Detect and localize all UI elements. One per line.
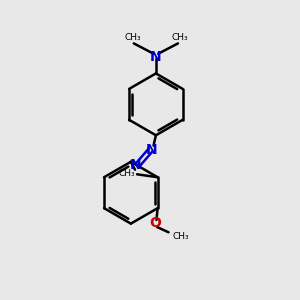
Text: CH₃: CH₃ xyxy=(124,33,141,42)
Text: CH₃: CH₃ xyxy=(171,33,188,42)
Text: O: O xyxy=(149,217,161,230)
Text: N: N xyxy=(130,158,142,172)
Text: N: N xyxy=(146,143,158,157)
Text: CH₃: CH₃ xyxy=(118,169,135,178)
Text: N: N xyxy=(150,50,162,64)
Text: CH₃: CH₃ xyxy=(172,232,189,241)
